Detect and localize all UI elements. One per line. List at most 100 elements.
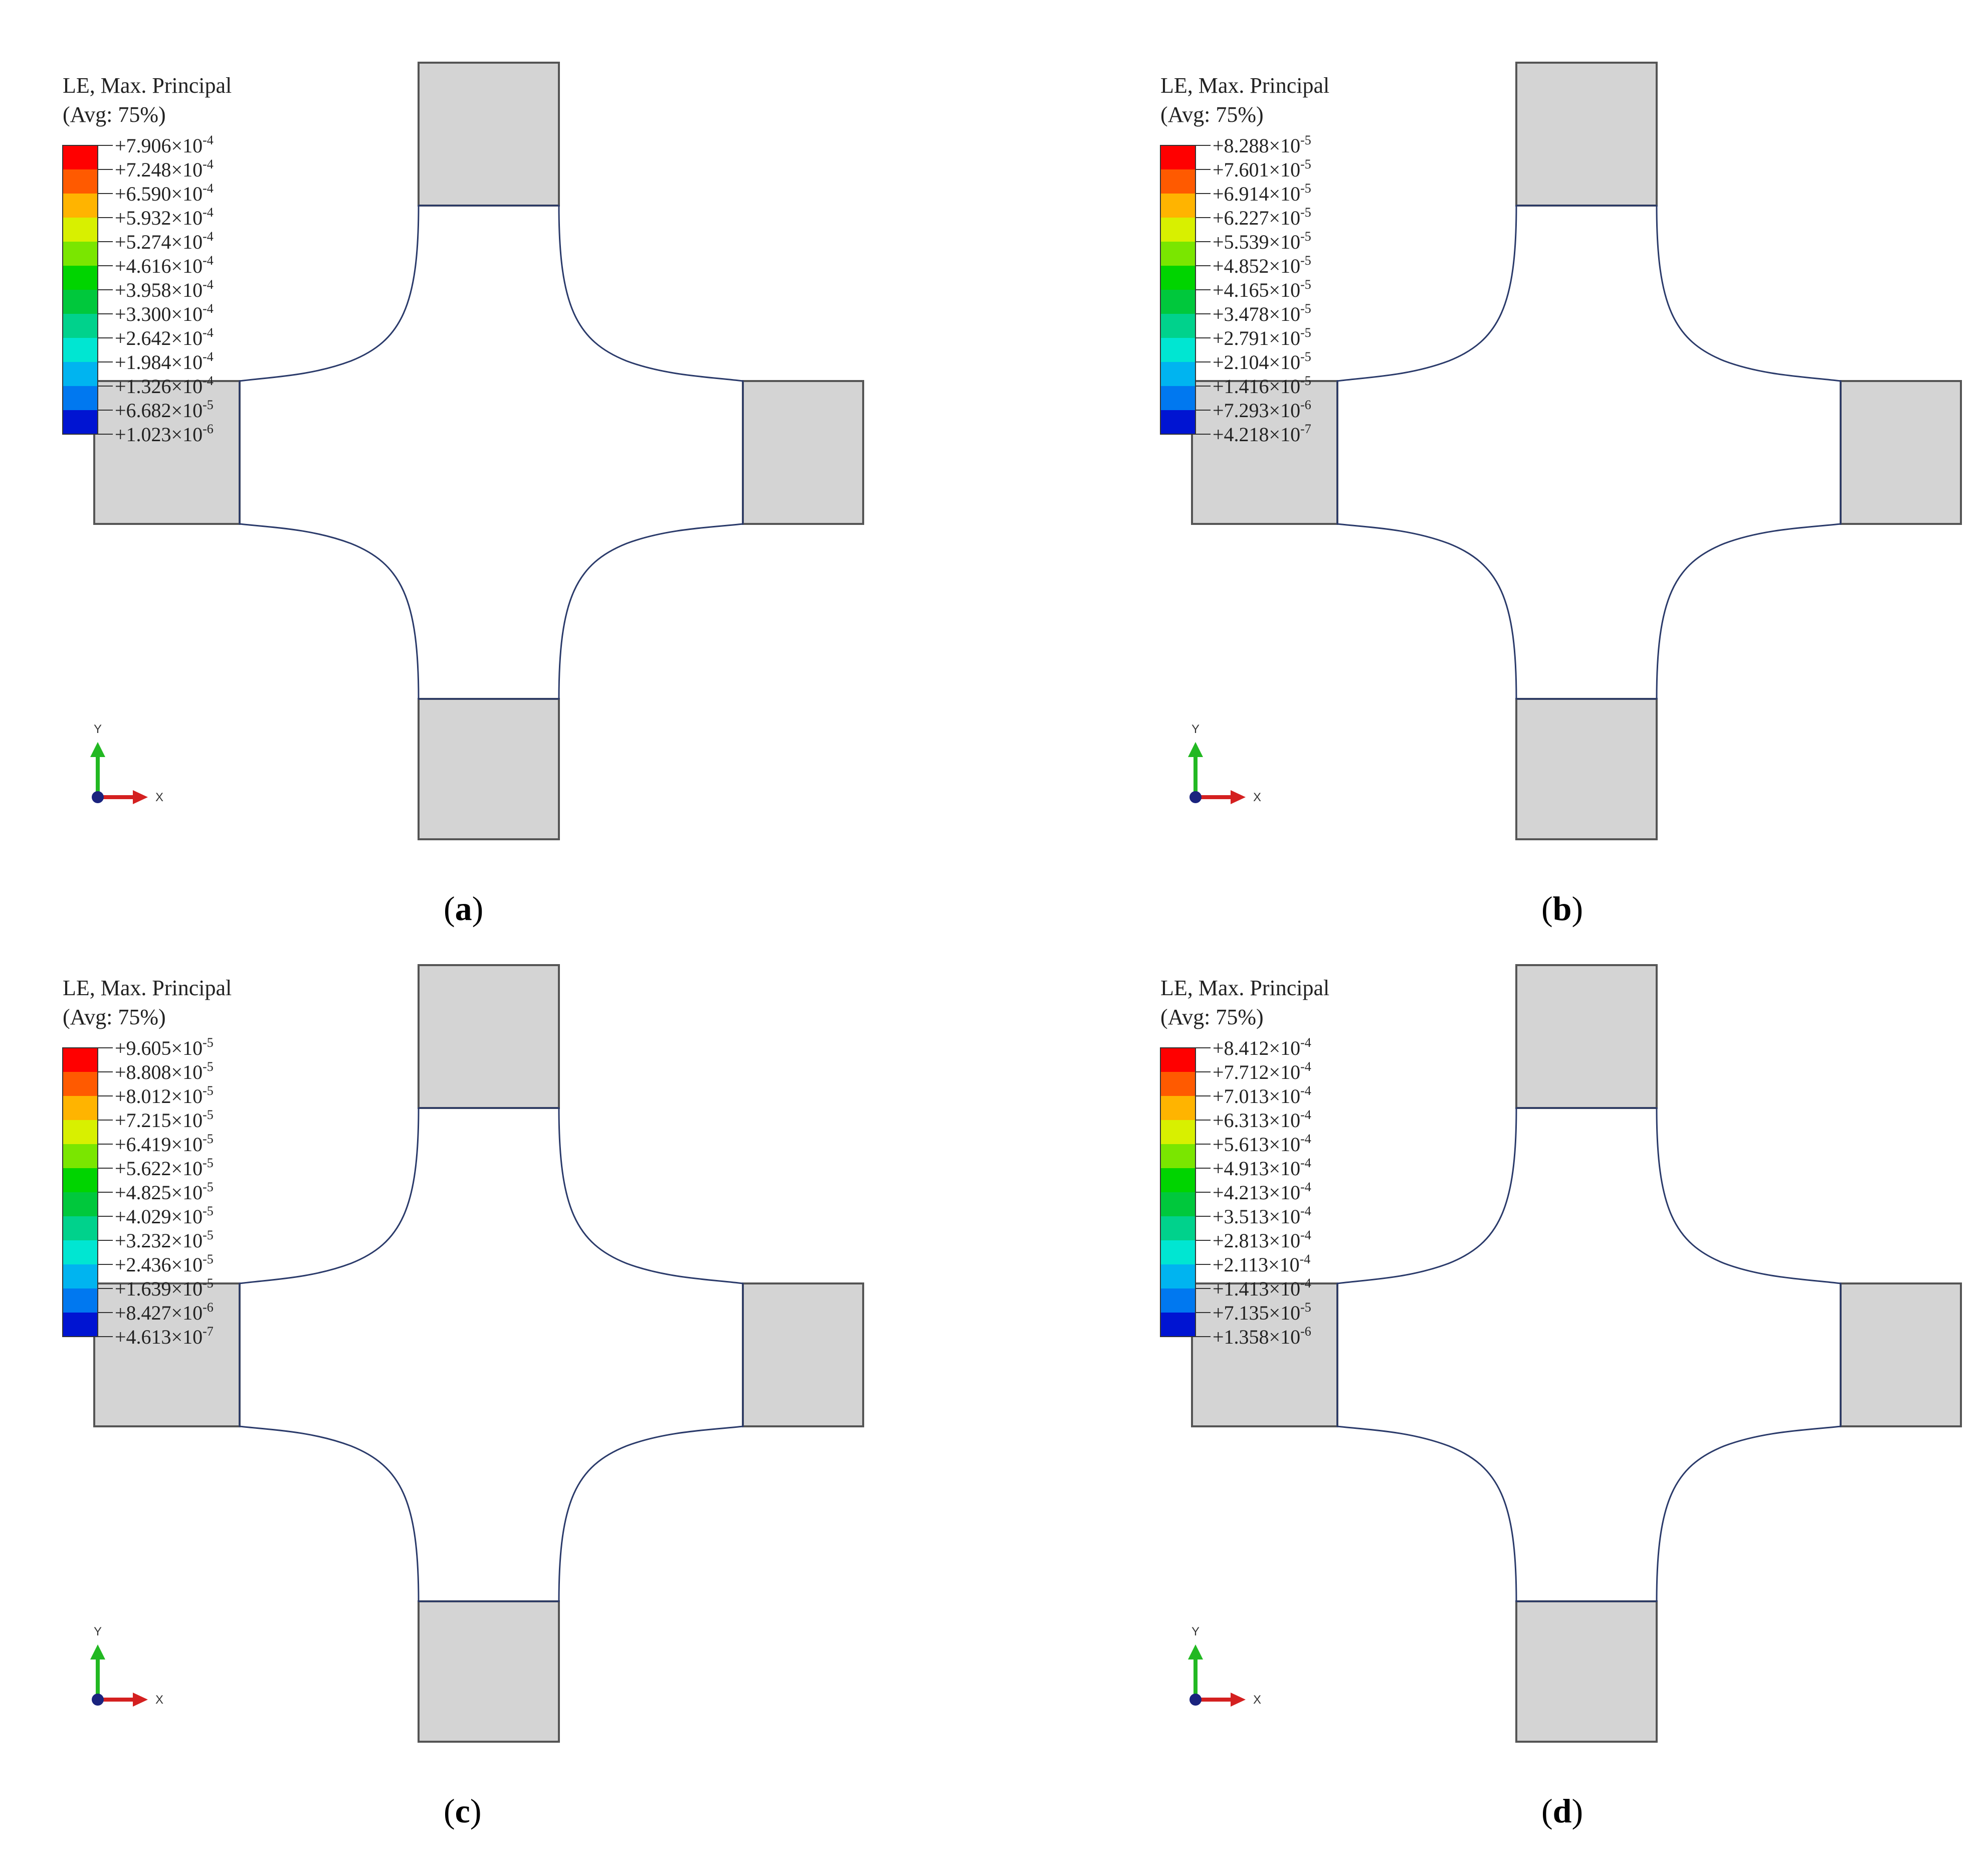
legend-value: +1.326×10-4 — [115, 374, 214, 398]
legend-swatch — [63, 290, 98, 314]
grip-bottom — [418, 698, 560, 840]
legend-swatch — [1160, 1192, 1196, 1216]
legend-value: +4.218×10-7 — [1213, 422, 1311, 446]
legend-swatch — [63, 218, 98, 242]
legend-value: +3.958×10-4 — [115, 277, 214, 301]
legend-value: +7.601×10-5 — [1213, 157, 1311, 181]
grip-bottom — [1515, 698, 1658, 840]
legend-title: LE, Max. Principal — [1160, 73, 1329, 98]
legend-value: +2.791×10-5 — [1213, 325, 1311, 349]
x-axis-label: X — [155, 1693, 163, 1707]
legend-value: +6.419×10-5 — [115, 1132, 214, 1156]
legend-swatch — [1160, 194, 1196, 218]
legend-value: +3.300×10-4 — [115, 301, 214, 325]
y-axis-label: Y — [1191, 722, 1200, 736]
axis-origin — [1189, 791, 1202, 803]
legend-value: +6.914×10-5 — [1213, 181, 1311, 205]
grip-right — [742, 1282, 864, 1427]
legend-value: +2.113×10-4 — [1213, 1252, 1310, 1276]
legend-swatch — [63, 362, 98, 386]
contour-region — [370, 510, 432, 563]
legend-value: +2.436×10-5 — [115, 1252, 214, 1276]
legend-swatch — [63, 1313, 98, 1337]
panel-label: (b) — [1541, 889, 1583, 928]
y-axis-arrowhead — [90, 1644, 105, 1659]
contour-base — [1337, 206, 1841, 699]
legend-swatch — [1160, 314, 1196, 338]
legend-value: +3.232×10-5 — [115, 1228, 214, 1252]
contour-region — [1338, 241, 1759, 662]
contour-region — [271, 1253, 531, 1454]
contour-regions — [1337, 211, 1759, 692]
legend-title: LE, Max. Principal — [63, 73, 232, 98]
legend-swatch — [1160, 1120, 1196, 1144]
legend-value: +6.227×10-5 — [1213, 205, 1311, 229]
legend-swatch — [1160, 362, 1196, 386]
contour-region — [240, 381, 326, 441]
legend: LE, Max. Principal(Avg: 75%)+7.906×10-4+… — [62, 73, 232, 446]
legend-value: +7.248×10-4 — [115, 157, 214, 181]
legend: LE, Max. Principal(Avg: 75%)+8.412×10-4+… — [1160, 976, 1329, 1348]
contour-base — [1337, 1108, 1841, 1601]
contour-region — [1348, 301, 1629, 602]
grip-left — [93, 1282, 241, 1427]
legend-swatch — [63, 1072, 98, 1096]
legend-swatch — [63, 410, 98, 434]
legend-value: +1.984×10-4 — [115, 349, 214, 374]
legend: LE, Max. Principal(Avg: 75%)+9.605×10-5+… — [62, 976, 232, 1348]
grip-top — [1515, 62, 1658, 207]
legend-swatch — [63, 1144, 98, 1168]
legend-swatch — [1160, 1144, 1196, 1168]
contour-region — [434, 1479, 544, 1589]
legend-value: +6.590×10-4 — [115, 181, 214, 205]
panel-a: LE, Max. Principal(Avg: 75%)+7.906×10-4+… — [62, 62, 864, 928]
x-axis-label: X — [1253, 791, 1261, 804]
specimen-contour — [240, 206, 743, 699]
legend-value: +9.605×10-5 — [115, 1035, 214, 1059]
legend-subtitle: (Avg: 75%) — [1160, 102, 1264, 127]
legend-swatch — [1160, 1096, 1196, 1120]
axis-triad: YX — [1188, 1625, 1261, 1707]
x-axis-arrowhead — [1231, 1693, 1246, 1707]
legend-value: +8.427×10-6 — [115, 1300, 214, 1324]
legend-value: +5.932×10-4 — [115, 205, 214, 229]
panel-label: (c) — [444, 1792, 482, 1830]
legend-value: +6.682×10-5 — [115, 398, 214, 422]
legend-swatch — [63, 1048, 98, 1072]
legend-title: LE, Max. Principal — [1160, 976, 1329, 1000]
legend-swatch — [1160, 1072, 1196, 1096]
legend-swatch — [1160, 1168, 1196, 1192]
legend-subtitle: (Avg: 75%) — [63, 102, 166, 127]
contour-regions — [240, 1108, 544, 1601]
contour-region — [411, 632, 531, 699]
legend-swatch — [1160, 1264, 1196, 1288]
legend-value: +3.513×10-4 — [1213, 1204, 1311, 1228]
legend-value: +2.813×10-4 — [1213, 1228, 1311, 1252]
legend: LE, Max. Principal(Avg: 75%)+8.288×10-5+… — [1160, 73, 1329, 446]
legend-value: +4.213×10-4 — [1213, 1180, 1311, 1204]
legend-swatch — [63, 169, 98, 194]
legend-value: +4.825×10-5 — [115, 1180, 214, 1204]
legend-value: +5.613×10-4 — [1213, 1132, 1311, 1156]
legend-value: +4.616×10-4 — [115, 253, 214, 277]
grip-top — [418, 964, 560, 1109]
grip-top — [418, 62, 560, 207]
legend-value: +8.288×10-5 — [1213, 133, 1311, 157]
legend-value: +1.023×10-6 — [115, 422, 214, 446]
contour-region — [242, 401, 460, 562]
grip-right — [1840, 380, 1962, 525]
x-axis-arrowhead — [133, 790, 148, 804]
legend-value: +7.135×10-5 — [1213, 1300, 1311, 1324]
contour-region — [1348, 381, 1378, 521]
contour-base — [240, 206, 743, 699]
legend-swatch — [1160, 1240, 1196, 1264]
legend-value: +4.029×10-5 — [115, 1204, 214, 1228]
legend-value: +4.913×10-4 — [1213, 1156, 1311, 1180]
panel-d: LE, Max. Principal(Avg: 75%)+8.412×10-4+… — [1160, 964, 1962, 1830]
legend-value: +7.215×10-5 — [115, 1107, 214, 1132]
x-axis-arrowhead — [1231, 790, 1246, 804]
legend-swatch — [1160, 290, 1196, 314]
legend-value: +7.013×10-4 — [1213, 1083, 1311, 1107]
panel-label: (d) — [1541, 1792, 1583, 1830]
legend-value: +6.313×10-4 — [1213, 1107, 1311, 1132]
